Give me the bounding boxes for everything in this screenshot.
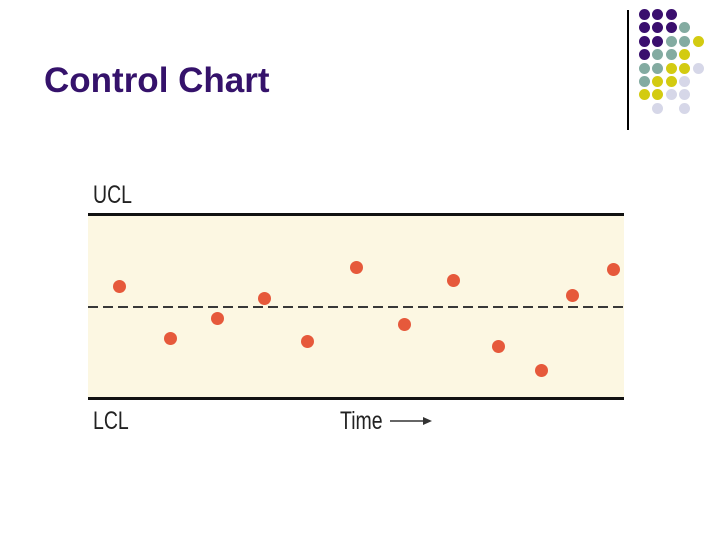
deco-dot-purple <box>639 35 650 47</box>
decorative-separator-line <box>627 10 629 130</box>
deco-dot-teal <box>652 49 664 61</box>
deco-dot-yellow <box>639 89 650 101</box>
ucl-label: UCL <box>93 181 133 209</box>
deco-dot-yellow <box>652 76 664 87</box>
deco-dot-teal <box>639 62 650 74</box>
lcl-line <box>88 397 624 400</box>
deco-dot-teal <box>639 76 650 87</box>
deco-dot-teal <box>679 22 691 34</box>
data-point <box>300 334 314 348</box>
deco-dot-purple <box>639 22 650 34</box>
data-point <box>447 273 461 287</box>
deco-dot-teal <box>652 62 664 74</box>
deco-dot-yellow <box>679 49 691 61</box>
deco-dot-lavender <box>692 62 704 74</box>
center-line <box>88 306 624 308</box>
deco-dot-teal <box>665 35 677 47</box>
data-point <box>565 289 579 303</box>
deco-dot-purple <box>652 35 664 47</box>
deco-dot-purple <box>639 9 650 20</box>
slide-title: Control Chart <box>44 61 270 100</box>
deco-dot-yellow <box>692 35 704 47</box>
data-point <box>492 340 506 354</box>
deco-dot-purple <box>639 49 650 61</box>
data-point <box>350 260 364 274</box>
ucl-line <box>88 213 624 216</box>
deco-dot-teal <box>679 35 691 47</box>
time-axis-label: Time <box>340 407 383 435</box>
deco-dot-yellow <box>652 89 664 101</box>
data-point <box>257 292 271 306</box>
deco-dot-purple <box>652 9 664 20</box>
deco-dot-teal <box>665 49 677 61</box>
deco-dot-lavender <box>679 89 691 101</box>
deco-dot-yellow <box>665 76 677 87</box>
deco-dot-yellow <box>665 62 677 74</box>
data-point <box>210 311 224 325</box>
data-point <box>535 363 549 377</box>
lcl-label: LCL <box>93 407 129 435</box>
deco-dot-yellow <box>679 62 691 74</box>
deco-dot-lavender <box>679 76 691 87</box>
data-point <box>112 280 126 294</box>
data-point <box>163 331 177 345</box>
deco-dot-lavender <box>665 89 677 101</box>
deco-dot-purple <box>665 9 677 20</box>
data-point <box>607 262 621 276</box>
corner-dot-pattern <box>639 9 709 119</box>
data-point <box>398 317 412 331</box>
deco-dot-lavender <box>679 102 691 114</box>
deco-dot-lavender <box>652 102 664 114</box>
deco-dot-purple <box>665 22 677 34</box>
deco-dot-purple <box>652 22 664 34</box>
time-arrow-icon <box>390 417 432 425</box>
